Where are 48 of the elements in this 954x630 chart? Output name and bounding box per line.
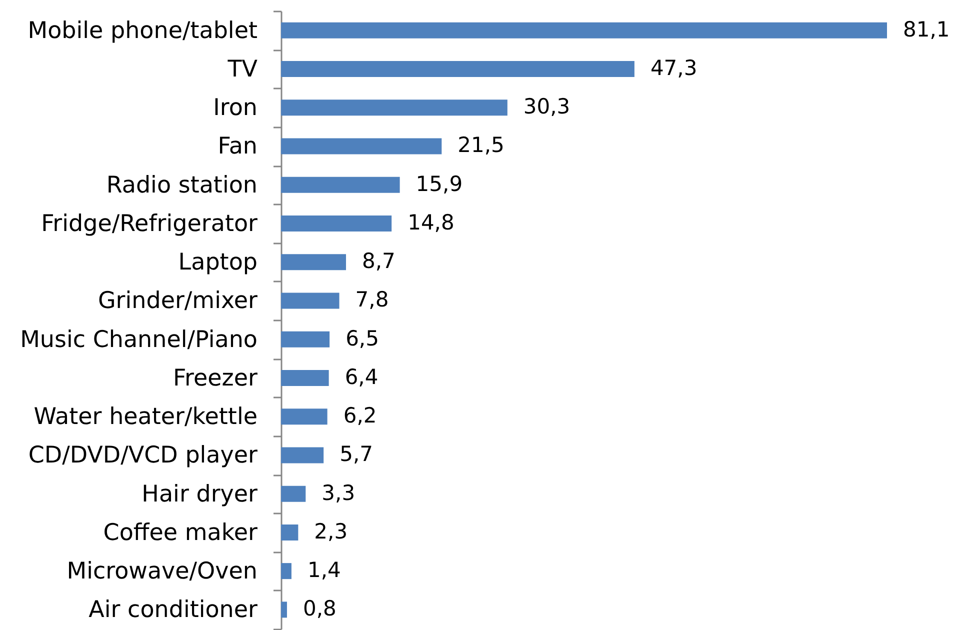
bar (281, 138, 442, 154)
y-tick-label: Iron (213, 95, 258, 122)
y-tick-label: Radio station (106, 172, 258, 198)
bar (281, 292, 340, 309)
y-tick-label: Air conditioner (88, 597, 258, 624)
bar (281, 22, 887, 38)
data-label: 2,3 (314, 519, 348, 544)
data-label: 6,5 (346, 326, 379, 350)
y-tick-label: CD/DVD/VCD player (28, 442, 258, 469)
bar (281, 447, 324, 464)
y-tick-label: Freezer (173, 365, 258, 392)
data-label: 15,9 (416, 172, 463, 196)
data-label: 30,3 (523, 94, 570, 119)
data-label: 0,8 (302, 596, 336, 621)
y-tick-label: Music Channel/Piano (20, 326, 258, 353)
y-tick-label: Grinder/mixer (98, 288, 258, 314)
bar (281, 60, 634, 77)
data-label: 81,1 (903, 17, 950, 42)
data-label: 6,4 (344, 364, 378, 389)
bar (281, 602, 287, 618)
data-label: 8,7 (362, 249, 396, 274)
bar (281, 370, 329, 386)
data-label: 1,4 (307, 558, 341, 582)
bar (281, 176, 400, 193)
data-label: 6,2 (343, 404, 377, 428)
y-tick-label: Coffee maker (103, 520, 258, 546)
bar (281, 524, 298, 540)
data-label: 14,8 (408, 210, 454, 234)
y-tick-label: Water heater/kettle (34, 404, 258, 430)
y-tick-label: Mobile phone/tablet (28, 18, 258, 44)
bar (281, 563, 292, 580)
data-label: 3,3 (322, 480, 356, 505)
data-label: 5,7 (340, 442, 373, 466)
bar (281, 331, 330, 348)
bar (281, 486, 306, 502)
bar (281, 215, 392, 232)
y-tick-label: TV (226, 56, 258, 82)
bar (281, 408, 328, 425)
y-tick-label: Fridge/Refrigerator (41, 210, 258, 237)
y-tick-label: Hair dryer (142, 481, 258, 508)
bar (281, 100, 508, 116)
y-tick-label: Microwave/Oven (66, 558, 258, 585)
data-label: 7,8 (355, 288, 389, 312)
data-label: 47,3 (650, 56, 698, 80)
bar (281, 254, 346, 270)
data-label: 21,5 (458, 133, 504, 158)
y-tick-label: Fan (218, 134, 258, 160)
y-tick-label: Laptop (178, 250, 258, 276)
